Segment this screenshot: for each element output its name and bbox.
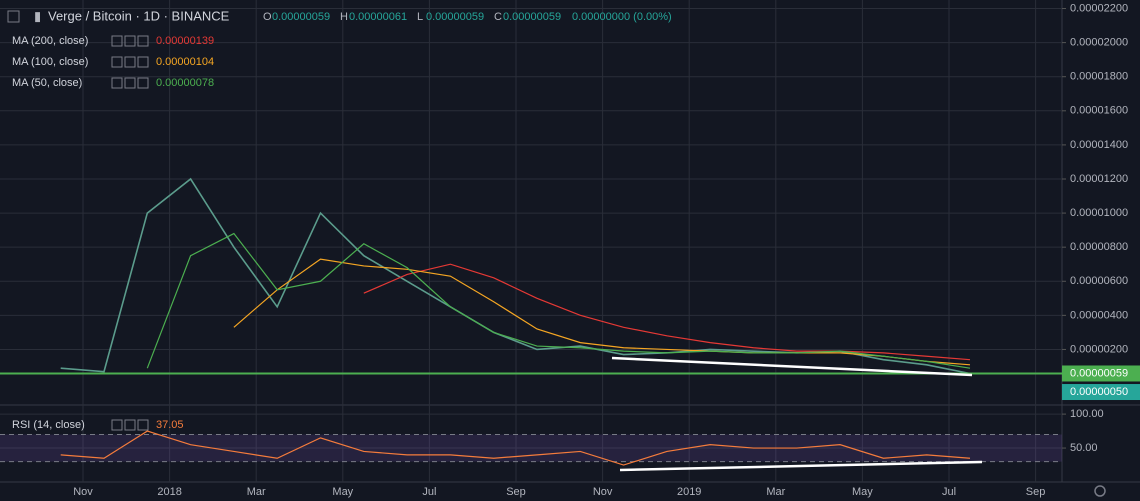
legend-icon[interactable] [124, 77, 136, 89]
price-label: 0.00000050 [1070, 386, 1128, 398]
legend-icon[interactable] [137, 419, 149, 431]
legend-icon[interactable] [137, 77, 149, 89]
y-tick-label: 0.00001200 [1070, 173, 1128, 185]
x-tick-label: Nov [593, 486, 613, 498]
legend-name[interactable]: MA (100, close) [12, 56, 88, 68]
symbol-icon: ▮ [34, 8, 41, 23]
legend-name[interactable]: MA (200, close) [12, 35, 88, 47]
legend-icon[interactable] [124, 35, 136, 47]
x-tick-label: Jul [942, 486, 956, 498]
price-label: 0.00000059 [1070, 367, 1128, 379]
legend-icon[interactable] [137, 56, 149, 68]
y-tick-label: 0.00001800 [1070, 71, 1128, 83]
legend-value: 37.05 [156, 419, 184, 431]
y-tick-label: 0.00001000 [1070, 207, 1128, 219]
legend-icon[interactable] [111, 35, 123, 47]
ohlc-label: L [417, 11, 423, 23]
legend: MA (200, close) 0.00000139 MA (100, close)… [12, 35, 214, 431]
price-label-box [1062, 384, 1140, 401]
trend-line [619, 460, 983, 472]
ohlc-row: O 0.00000059 H 0.00000061 L 0.00000059 C 0.0000… [263, 11, 561, 23]
x-tick-label: Sep [1026, 486, 1046, 498]
x-tick-label: Nov [73, 486, 93, 498]
y-tick-label: 0.00001400 [1070, 139, 1128, 151]
x-tick-label: May [852, 486, 873, 498]
x-tick-label: 2019 [677, 486, 701, 498]
x-tick-label: Jul [422, 486, 436, 498]
y-tick-label: 50.00 [1070, 442, 1098, 454]
collapse-icon[interactable] [7, 10, 20, 23]
change: 0.00000000 (0.00%) [572, 11, 672, 23]
legend-value: 0.00000139 [156, 35, 214, 47]
legend-name[interactable]: MA (50, close) [12, 77, 82, 89]
x-tick-label: Sep [506, 486, 526, 498]
series-line [146, 232, 971, 369]
ohlc-value: 0.00000059 [272, 11, 330, 23]
y-tick-label: 0.00000600 [1070, 275, 1128, 287]
rsi-band [0, 434, 1062, 462]
legend-icon[interactable] [111, 56, 123, 68]
legend-icon[interactable] [124, 419, 136, 431]
series-line [363, 263, 971, 361]
legend-icon[interactable] [111, 77, 123, 89]
legend-name[interactable]: RSI (14, close) [12, 419, 85, 431]
x-tick-label: Mar [766, 486, 785, 498]
series-line [60, 430, 971, 466]
ohlc-value: 0.00000061 [349, 11, 407, 23]
legend-value: 0.00000104 [156, 56, 214, 68]
y-tick-label: 0.00002000 [1070, 37, 1128, 49]
legend-icon[interactable] [124, 56, 136, 68]
symbol-title: Verge / Bitcoin · 1D · BINANCE [48, 8, 230, 23]
trend-line [611, 356, 973, 377]
y-tick-label: 100.00 [1070, 408, 1104, 420]
price-label-box [1062, 365, 1140, 382]
x-tick-label: May [332, 486, 353, 498]
y-tick-label: 0.00000200 [1070, 343, 1128, 355]
ohlc-label: C [494, 11, 502, 23]
y-tick-label: 0.00002200 [1070, 2, 1128, 14]
series-line [233, 258, 971, 366]
legend-icon[interactable] [137, 35, 149, 47]
x-tick-label: 2018 [157, 486, 181, 498]
legend-value: 0.00000078 [156, 77, 214, 89]
y-tick-label: 0.00001600 [1070, 105, 1128, 117]
ohlc-value: 0.00000059 [426, 11, 484, 23]
legend-icon[interactable] [111, 419, 123, 431]
ohlc-label: H [340, 11, 348, 23]
x-tick-label: Mar [247, 486, 266, 498]
ohlc-label: O [263, 11, 272, 23]
settings-icon[interactable] [1094, 485, 1106, 497]
y-tick-label: 0.00000800 [1070, 241, 1128, 253]
ohlc-value: 0.00000059 [503, 11, 561, 23]
y-tick-label: 0.00000400 [1070, 309, 1128, 321]
